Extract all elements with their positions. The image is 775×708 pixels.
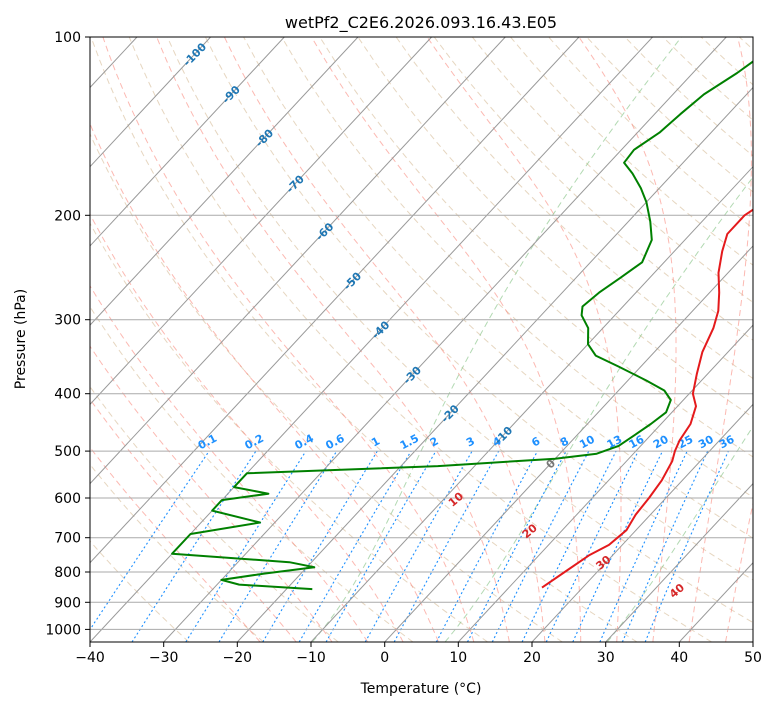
dry-adiabat-line: [90, 132, 563, 642]
mixing-ratio-line: [545, 450, 639, 642]
y-tick-label: 1000: [45, 622, 81, 638]
moist-adiabat-line: [90, 122, 439, 642]
isotherm-line: [310, 165, 753, 642]
dry-adiabat-line: [433, 37, 753, 341]
moist-adiabat-line: [156, 37, 510, 642]
isotherm-line: [236, 86, 753, 642]
moist-adiabat-line: [725, 501, 753, 642]
moist-adiabat-line: [90, 398, 297, 642]
x-tick-label: −10: [296, 650, 326, 666]
isotherm-line: [0, 37, 63, 642]
moist-adiabat-line: [223, 37, 546, 642]
dry-adiabat-line: [166, 37, 753, 624]
mixing-ratio-line: [298, 450, 412, 642]
mixing-ratio-line: [90, 450, 210, 631]
mixing-ratio-label: 10: [577, 433, 597, 452]
y-tick-label: 100: [54, 30, 81, 46]
y-tick-label: 700: [54, 531, 81, 547]
isotherm-line: [90, 37, 432, 406]
y-tick-label: 400: [54, 387, 81, 403]
isotherm-line: [90, 37, 285, 247]
dry-adiabat-line: [281, 37, 753, 498]
mixing-ratio-label: 30: [696, 433, 716, 452]
isotherm-line: [90, 37, 359, 326]
dry-adiabat-line: [128, 37, 712, 642]
dewpoint-profile-line: [171, 60, 753, 591]
y-tick-label: 300: [54, 313, 81, 329]
mixing-ratio-label: 36: [717, 433, 737, 452]
reference-curve: [312, 37, 682, 642]
moist-adiabat-line: [90, 284, 369, 642]
x-tick-label: −30: [149, 650, 179, 666]
moist-adiabat-line: [311, 37, 582, 642]
dry-adiabat-line: [90, 540, 190, 642]
dry-adiabat-line: [90, 37, 638, 642]
plot-frame: [89, 36, 754, 643]
moist-adiabat-line: [762, 37, 775, 642]
x-tick-label: 0: [380, 650, 389, 666]
dry-adiabat-line: [395, 37, 753, 380]
isotherm-line: [90, 37, 506, 485]
x-tick-label: −40: [75, 650, 105, 666]
moist-adiabat-line: [578, 37, 677, 642]
x-tick-label: −20: [223, 650, 253, 666]
y-tick-label: 200: [54, 208, 81, 224]
dry-adiabat-line: [357, 37, 753, 418]
y-axis-title: Pressure (hPa): [13, 289, 29, 389]
mixing-ratio-line: [435, 450, 538, 642]
reference-curve: [606, 425, 753, 642]
dry-adiabat-line: [90, 463, 264, 642]
isotherm-line: [384, 245, 753, 642]
isotherm-line: [605, 482, 753, 642]
mixing-ratio-line: [572, 450, 663, 642]
dry-adiabat-line: [204, 37, 753, 581]
plot-background: [90, 37, 753, 642]
isotherm-line: [752, 641, 753, 642]
moist-adiabat-line: [90, 345, 333, 642]
dry-adiabat-line: [90, 222, 488, 642]
dry-adiabat-line: [90, 385, 339, 642]
x-tick-label: 20: [523, 650, 541, 666]
x-tick-label: 50: [744, 650, 762, 666]
x-tick-label: 30: [597, 650, 615, 666]
mixing-ratio-label: 20: [651, 433, 671, 452]
dry-adiabat-line: [243, 37, 753, 539]
y-tick-label: 600: [54, 491, 81, 507]
temperature-profile-line: [541, 208, 753, 589]
mixing-ratio-label: 13: [605, 433, 625, 452]
isotherm-line: [163, 37, 727, 642]
moist-adiabat-line: [90, 213, 404, 642]
mixing-ratio-line: [599, 450, 688, 642]
mixing-ratio-line: [185, 450, 307, 642]
reference-curve: [444, 176, 753, 642]
isotherm-line: [531, 403, 753, 642]
x-tick-label: 10: [449, 650, 467, 666]
moist-adiabat-line: [688, 37, 752, 642]
mixing-ratio-line: [218, 450, 338, 642]
isotherm-line: [90, 37, 211, 168]
x-tick-label: 40: [670, 650, 688, 666]
isotherm-line: [90, 37, 580, 564]
y-tick-label: 800: [54, 565, 81, 581]
isotherm-line: [457, 324, 753, 642]
mixing-ratio-line: [262, 450, 378, 642]
moist-adiabat-line: [102, 37, 475, 642]
dry-adiabat-line: [471, 37, 753, 304]
chart-title: wetPf2_C2E6.2026.093.16.43.E05: [285, 13, 557, 33]
mixing-ratio-line: [393, 450, 500, 642]
y-tick-label: 900: [54, 595, 81, 611]
y-tick-label: 500: [54, 444, 81, 460]
mixing-ratio-line: [521, 450, 617, 642]
x-axis-title: Temperature (°C): [360, 681, 482, 697]
